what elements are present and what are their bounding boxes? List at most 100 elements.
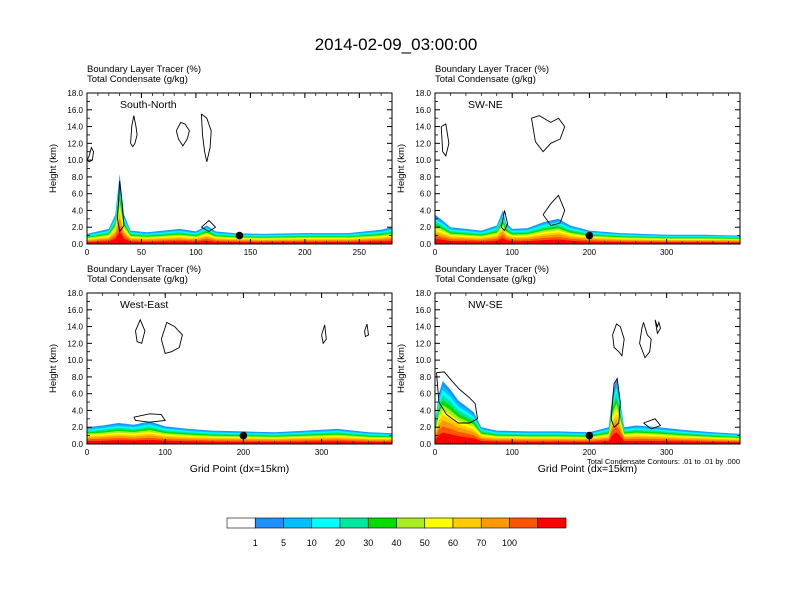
x-tick-label: 100	[159, 448, 173, 457]
x-tick-label: 0	[85, 448, 90, 457]
condensate-contour	[612, 323, 625, 358]
tracer-band	[435, 238, 740, 244]
y-tick-label: 6.0	[420, 190, 432, 199]
colorbar: 1 5 10 20 30 40 50 60 70 100	[226, 517, 567, 548]
y-axis-label: Height (km)	[396, 144, 407, 193]
condensate-contour	[200, 113, 212, 162]
panel-nw-se: Boundary Layer Tracer (%)Total Condensat…	[396, 264, 741, 475]
colorbar-swatch	[311, 517, 341, 529]
condensate-contour	[436, 371, 478, 424]
condensate-contour	[87, 146, 94, 163]
y-tick-label: 6.0	[72, 390, 84, 399]
colorbar-swatch	[480, 517, 510, 529]
panels: Boundary Layer Tracer (%)Total Condensat…	[48, 64, 741, 475]
colorbar-label: 5	[281, 538, 286, 548]
colorbar-swatch	[452, 517, 482, 529]
colorbar-swatch	[509, 517, 539, 529]
colorbar-label: 70	[476, 538, 486, 548]
y-tick-label: 18.0	[415, 289, 431, 298]
y-tick-label: 18.0	[67, 289, 83, 298]
x-tick-label: 200	[298, 248, 312, 257]
tracer-shading	[435, 210, 740, 244]
tracer-band	[87, 231, 392, 244]
panel-header-line2: Total Condensate (g/kg)	[435, 74, 536, 85]
x-tick-label: 300	[660, 248, 674, 257]
colorbar-swatch	[537, 517, 567, 529]
condensate-contour	[321, 324, 327, 345]
y-tick-label: 18.0	[415, 89, 431, 98]
x-axis-label: Grid Point (dx=15km)	[538, 463, 638, 475]
plot-frame	[434, 92, 741, 245]
x-tick-label: 200	[583, 448, 597, 457]
x-tick-label: 0	[433, 448, 438, 457]
y-tick-label: 12.0	[67, 339, 83, 348]
panel-header-line1: Boundary Layer Tracer (%)	[87, 64, 201, 75]
panel-sw-ne: Boundary Layer Tracer (%)Total Condensat…	[396, 64, 741, 257]
x-tick-label: 250	[353, 248, 367, 257]
colorbar-swatch	[396, 517, 426, 529]
y-tick-label: 18.0	[67, 89, 83, 98]
contour-note: Total Condensate Contours: .01 to .01 by…	[587, 457, 740, 466]
x-tick-label: 0	[433, 248, 438, 257]
tracer-band	[87, 217, 392, 244]
y-tick-label: 8.0	[72, 373, 84, 382]
y-tick-label: 8.0	[72, 173, 84, 182]
y-tick-label: 8.0	[420, 373, 432, 382]
condensate-contour	[201, 219, 217, 232]
condensate-contours	[436, 319, 662, 430]
colorbar-swatch	[226, 517, 256, 529]
y-tick-label: 12.0	[67, 139, 83, 148]
condensate-contour	[117, 181, 125, 233]
y-tick-label: 16.0	[67, 306, 83, 315]
tracer-shading	[435, 378, 740, 444]
y-tick-label: 2.0	[420, 223, 432, 232]
colorbar-label: 50	[420, 538, 430, 548]
y-tick-label: 4.0	[420, 406, 432, 415]
condensate-contour	[364, 323, 369, 338]
panel-header-line2: Total Condensate (g/kg)	[435, 274, 536, 285]
y-tick-label: 4.0	[420, 206, 432, 215]
condensate-contour	[440, 123, 450, 157]
x-tick-label: 100	[189, 248, 203, 257]
y-tick-label: 4.0	[72, 206, 84, 215]
y-tick-label: 16.0	[415, 306, 431, 315]
location-marker	[585, 431, 594, 440]
x-tick-label: 100	[506, 448, 520, 457]
colorbar-label: 1	[253, 538, 258, 548]
y-tick-label: 10.0	[67, 356, 83, 365]
y-tick-label: 6.0	[420, 390, 432, 399]
plot-frame	[86, 292, 393, 445]
y-tick-label: 2.0	[72, 223, 84, 232]
panel-header-line1: Boundary Layer Tracer (%)	[435, 264, 549, 275]
panel-title: West-East	[120, 299, 168, 311]
condensate-contour	[639, 322, 652, 359]
figure-title: 2014-02-09_03:00:00	[315, 35, 478, 54]
condensate-contour	[175, 121, 190, 147]
condensate-contour	[130, 115, 138, 148]
y-tick-label: 14.0	[415, 123, 431, 132]
x-axis-label: Grid Point (dx=15km)	[190, 463, 290, 475]
panel-header-line1: Boundary Layer Tracer (%)	[87, 264, 201, 275]
tracer-shading	[87, 421, 392, 444]
y-axis-label: Height (km)	[48, 144, 59, 193]
colorbar-label: 10	[307, 538, 317, 548]
x-tick-label: 50	[137, 248, 146, 257]
panel-south-north: Boundary Layer Tracer (%)Total Condensat…	[48, 64, 393, 257]
tracer-band	[87, 439, 392, 444]
condensate-contour	[160, 321, 183, 354]
x-tick-label: 200	[237, 448, 251, 457]
y-tick-label: 14.0	[67, 323, 83, 332]
colorbar-label: 100	[502, 538, 517, 548]
y-tick-label: 12.0	[415, 139, 431, 148]
y-axis-label: Height (km)	[396, 344, 407, 393]
x-tick-label: 300	[315, 448, 329, 457]
y-tick-label: 14.0	[67, 123, 83, 132]
x-tick-label: 100	[506, 248, 520, 257]
y-tick-label: 2.0	[72, 423, 84, 432]
plot-frame	[86, 92, 393, 245]
colorbar-swatch	[367, 517, 397, 529]
y-tick-label: 10.0	[415, 356, 431, 365]
y-tick-label: 8.0	[420, 173, 432, 182]
location-marker	[235, 231, 244, 240]
condensate-contour	[610, 377, 621, 428]
